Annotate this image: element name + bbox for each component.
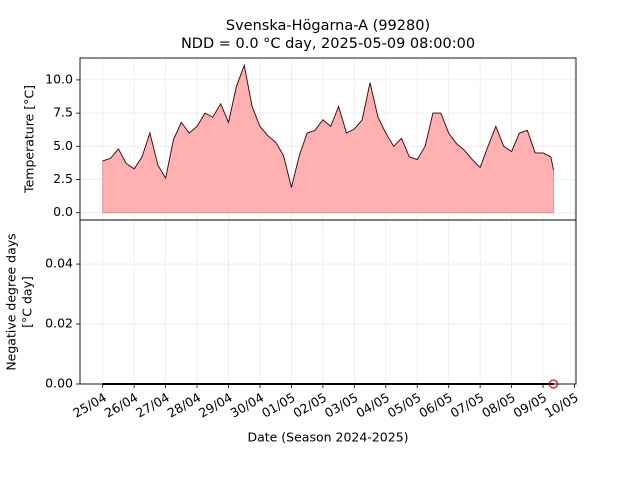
y-tick-label: 0.04	[45, 256, 73, 271]
x-tick-label: 29/04	[196, 390, 235, 421]
chart-subtitle: NDD = 0.0 °C day, 2025-05-09 08:00:00	[181, 36, 475, 52]
x-tick-label: 03/05	[322, 390, 361, 421]
x-tick-label: 30/04	[228, 390, 267, 421]
area	[102, 63, 554, 214]
x-tick-label: 04/05	[353, 390, 392, 421]
y-tick-label: 7.5	[53, 105, 73, 120]
x-tick-label: 09/05	[511, 390, 550, 421]
x-tick-label: 02/05	[290, 390, 329, 421]
chart-title: Svenska-Högarna-A (99280)	[226, 18, 430, 34]
y-axis-label: Negative degree days	[4, 233, 19, 370]
line	[102, 63, 554, 188]
x-tick-label: 08/05	[479, 390, 518, 421]
x-tick-label: 25/04	[70, 390, 109, 421]
x-tick-label: 26/04	[102, 390, 141, 421]
y-axis-label: [°C day]	[20, 276, 35, 328]
axes-frame	[79, 219, 577, 385]
y-tick-label: 0.02	[45, 316, 73, 331]
x-tick-label: 10/05	[542, 390, 581, 421]
y-tick-label: 2.5	[53, 171, 73, 186]
x-tick-label: 28/04	[165, 390, 204, 421]
x-tick-label: 01/05	[259, 390, 298, 421]
y-tick-label: 5.0	[53, 138, 73, 153]
y-tick-label: 0.0	[53, 204, 73, 219]
y-tick-label: 0.00	[45, 376, 73, 391]
y-tick-label: 10.0	[45, 71, 73, 86]
x-tick-label: 05/05	[385, 390, 424, 421]
x-tick-label: 27/04	[133, 390, 172, 421]
x-tick-label: 06/05	[416, 390, 455, 421]
y-axis-label: Temperature [°C]	[22, 85, 37, 194]
x-axis-label: Date (Season 2024-2025)	[247, 430, 408, 445]
x-tick-label: 07/05	[448, 390, 487, 421]
